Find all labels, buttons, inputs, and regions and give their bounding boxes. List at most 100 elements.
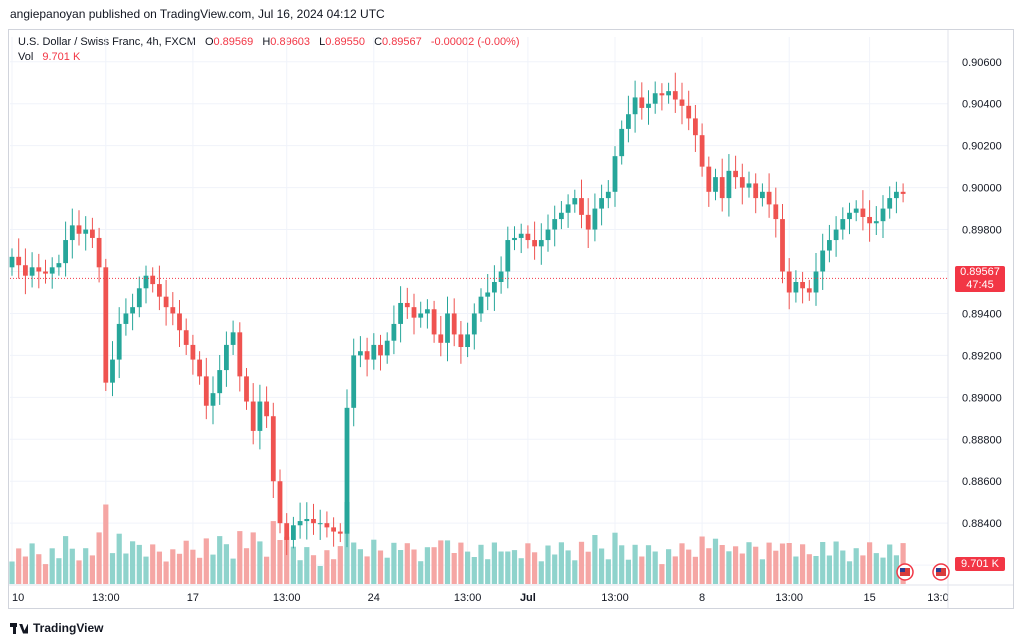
- volume-bar: [578, 541, 585, 584]
- legend-low-label: L: [319, 36, 326, 48]
- volume-bar: [170, 549, 176, 584]
- volume-bar: [867, 542, 873, 584]
- candle-body: [659, 93, 665, 96]
- candle-body: [284, 523, 290, 540]
- volume-bar: [190, 549, 196, 584]
- candle-body: [337, 531, 343, 534]
- time-tick-label: 13:00: [601, 592, 629, 604]
- candle-body: [451, 313, 457, 335]
- candle-body: [29, 267, 35, 276]
- volume-bar: [398, 550, 404, 584]
- volume-bar: [525, 543, 531, 584]
- candle-body: [9, 256, 15, 268]
- volume-bar: [217, 536, 223, 584]
- volume-bar: [418, 561, 424, 584]
- legend-vol-label[interactable]: Vol: [18, 51, 34, 63]
- candle-body: [739, 177, 745, 188]
- last-price-value: 0.89567: [960, 266, 1000, 278]
- price-tick-label: 0.90200: [962, 141, 1002, 153]
- volume-bar: [846, 561, 853, 584]
- volume-bar: [371, 539, 377, 584]
- flag-canton: [900, 568, 905, 572]
- candle-body: [56, 263, 62, 268]
- price-tick-label: 0.89000: [962, 392, 1002, 404]
- volume-bar: [163, 561, 169, 584]
- candle-body: [773, 204, 779, 220]
- candle-body: [371, 344, 377, 360]
- candle-body: [36, 267, 42, 272]
- volume-bar: [223, 544, 229, 584]
- volume-bar: [63, 536, 69, 584]
- candle-body: [592, 208, 598, 230]
- volume-bar: [103, 504, 109, 584]
- volume-bar: [860, 555, 866, 584]
- volume-bar: [203, 538, 209, 584]
- candle-body: [331, 527, 336, 532]
- candle-body: [559, 212, 564, 220]
- candle-body: [853, 208, 859, 213]
- volume-bar: [733, 546, 739, 584]
- volume-bar: [585, 551, 591, 584]
- volume-bar: [639, 556, 645, 584]
- volume-bar: [572, 560, 578, 584]
- volume-bar: [759, 559, 765, 584]
- volume-bar: [284, 536, 290, 584]
- volume-bar: [264, 556, 270, 584]
- candle-body: [237, 332, 243, 377]
- volume-bar: [779, 543, 786, 584]
- candle-body: [358, 351, 363, 356]
- volume-bar: [109, 553, 116, 584]
- candle-body: [224, 344, 229, 371]
- volume-bar: [558, 542, 564, 584]
- candle-body: [726, 170, 732, 199]
- volume-bar: [518, 558, 524, 584]
- candle-body: [525, 233, 531, 241]
- candle-body: [43, 271, 48, 274]
- candle-body: [585, 214, 591, 230]
- tradingview-logo-icon: [10, 622, 28, 634]
- candle-body: [632, 97, 638, 115]
- volume-bar: [116, 533, 122, 584]
- candle-body: [103, 267, 109, 383]
- volume-bar: [143, 556, 149, 584]
- candle-body: [170, 307, 176, 314]
- candle-body: [49, 267, 55, 274]
- volume-bar: [692, 556, 698, 584]
- volume-bar: [612, 532, 618, 584]
- volume-bar: [806, 554, 812, 584]
- price-tick-label: 0.88800: [962, 434, 1002, 446]
- candle-body: [438, 334, 444, 343]
- candle-body: [96, 237, 102, 268]
- volume-bar: [317, 566, 323, 584]
- legend-volume-row: Vol 9.701 K: [18, 50, 520, 65]
- volume-bar: [49, 548, 55, 584]
- volume-bar: [619, 545, 625, 584]
- candle-body: [652, 93, 658, 104]
- volume-bar: [310, 555, 317, 584]
- candle-body: [304, 518, 310, 522]
- candle-body: [404, 302, 410, 308]
- volume-bar: [645, 545, 652, 584]
- candle-body: [860, 208, 866, 217]
- volume-bar: [36, 554, 42, 584]
- legend-symbol[interactable]: U.S. Dollar / Swiss Franc, 4h, FXCM: [18, 36, 196, 48]
- candle-body: [257, 401, 263, 431]
- candle-body: [270, 416, 276, 482]
- candle-body: [465, 334, 470, 348]
- brand-name[interactable]: TradingView: [33, 621, 104, 635]
- publisher-line: angiepanoyan published on TradingView.co…: [10, 7, 385, 21]
- volume-bar: [739, 553, 745, 584]
- volume-bar: [290, 546, 296, 584]
- candle-body: [867, 216, 872, 224]
- flag-canton: [936, 568, 941, 572]
- legend-ohlc-row: U.S. Dollar / Swiss Franc, 4h, FXCM O0.8…: [18, 35, 520, 50]
- candle-body: [157, 284, 162, 297]
- volume-bar: [719, 545, 725, 584]
- candle-body: [143, 275, 149, 289]
- legend-high-label: H: [262, 36, 271, 48]
- candle-body: [431, 309, 437, 335]
- volume-bar: [56, 558, 62, 584]
- candle-body: [713, 177, 718, 192]
- candle-body: [130, 307, 135, 314]
